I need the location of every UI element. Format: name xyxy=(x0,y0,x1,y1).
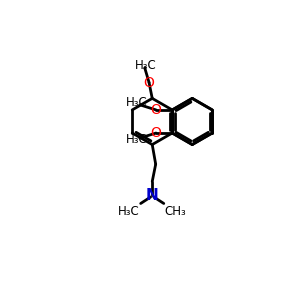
Text: H₃C: H₃C xyxy=(125,134,147,146)
Text: O: O xyxy=(144,76,154,89)
Text: CH₃: CH₃ xyxy=(164,205,186,218)
Text: H₃C: H₃C xyxy=(135,59,157,72)
Text: N: N xyxy=(146,188,159,203)
Text: O: O xyxy=(151,103,161,117)
Text: H₃C: H₃C xyxy=(125,97,147,110)
Text: O: O xyxy=(151,126,161,140)
Text: H₃C: H₃C xyxy=(118,205,140,218)
